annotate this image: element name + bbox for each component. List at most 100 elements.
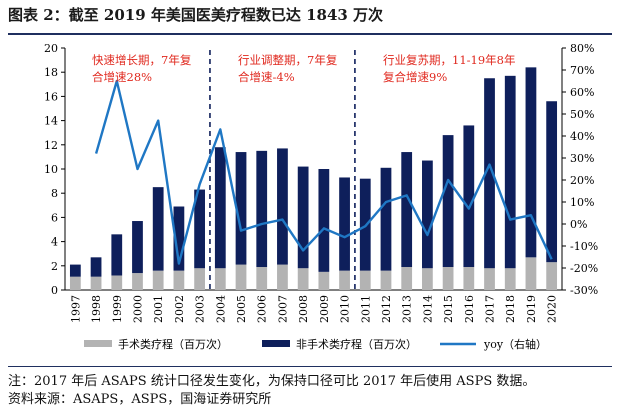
bar-surgical xyxy=(484,268,495,290)
bar-surgical xyxy=(194,268,205,290)
y-tick-label: 2 xyxy=(51,260,58,273)
bar-nonsurgical xyxy=(256,150,268,268)
bar-nonsurgical xyxy=(318,169,330,272)
x-tick-label: 2003 xyxy=(194,295,207,323)
bar-surgical xyxy=(297,268,309,290)
bar-nonsurgical xyxy=(442,135,454,268)
bar-surgical xyxy=(256,267,268,290)
x-tick-label: 2006 xyxy=(256,295,269,323)
bar-nonsurgical xyxy=(422,160,433,269)
bar-nonsurgical xyxy=(194,189,205,269)
bar-surgical xyxy=(504,268,516,290)
bar-nonsurgical xyxy=(380,167,392,271)
x-tick-label: 1998 xyxy=(90,295,103,323)
y2-tick-label: 40% xyxy=(570,130,594,143)
bar-nonsurgical xyxy=(173,206,185,271)
bar-surgical xyxy=(359,270,371,290)
chart-title: 图表 2：截至 2019 年美国医美疗程数已达 1843 万次 xyxy=(8,6,384,24)
legend-swatch xyxy=(84,340,112,347)
bar-surgical xyxy=(132,273,143,290)
x-tick-label: 2010 xyxy=(339,295,352,323)
footer-divider xyxy=(8,366,612,367)
x-tick-label: 2007 xyxy=(276,295,289,323)
x-tick-label: 2017 xyxy=(484,295,497,323)
bar-surgical xyxy=(214,268,226,290)
bar-surgical xyxy=(69,276,81,290)
bar-nonsurgical xyxy=(69,264,81,277)
y-tick-label: 0 xyxy=(51,284,58,297)
x-tick-label: 2005 xyxy=(235,295,248,323)
chart-axes: 0 2 4 6 8 10 12 14 16 18 20 -30% -20% -10% 0% 10% 20% 30%… xyxy=(44,42,598,323)
y-tick-label: 16 xyxy=(44,90,58,103)
y2-tick-label: 10% xyxy=(570,196,594,209)
bar-surgical xyxy=(525,257,537,290)
bar-nonsurgical xyxy=(401,152,413,268)
legend-label: yoy（右轴） xyxy=(483,337,547,351)
period-annotation: 合增速28% xyxy=(92,70,152,84)
x-tick-label: 2016 xyxy=(463,295,476,323)
x-tick-label: 2008 xyxy=(297,295,310,323)
bar-surgical xyxy=(339,270,350,290)
y-tick-label: 14 xyxy=(44,115,58,128)
chart-legend: 手术类疗程（百万次） 非手术类疗程（百万次） yoy（右轴） xyxy=(84,337,547,351)
y2-tick-label: 50% xyxy=(570,108,594,121)
y2-tick-label: -20% xyxy=(570,262,598,275)
period-annotation: 行业复苏期，11-19年8年 xyxy=(383,53,515,67)
x-tick-label: 1997 xyxy=(69,295,82,323)
x-tick-label: 2000 xyxy=(131,295,144,323)
bar-nonsurgical xyxy=(339,177,350,271)
x-tick-label: 2011 xyxy=(359,295,372,323)
bar-nonsurgical xyxy=(484,78,495,269)
x-tick-label: 2019 xyxy=(525,295,538,323)
y2-tick-label: 60% xyxy=(570,86,594,99)
y2-tick-label: 20% xyxy=(570,174,594,187)
bar-surgical xyxy=(401,267,413,290)
bar-surgical xyxy=(277,264,288,290)
bar-nonsurgical xyxy=(504,75,516,269)
x-tick-label: 2015 xyxy=(442,295,455,323)
y2-tick-label: -10% xyxy=(570,240,598,253)
bar-surgical xyxy=(463,267,475,290)
legend-label: 非手术类疗程（百万次） xyxy=(296,337,417,351)
bar-nonsurgical xyxy=(463,125,475,268)
y2-tick-label: 0% xyxy=(570,218,587,231)
chart-source: 资料来源：ASAPS，ASPS，国海证券研究所 xyxy=(8,392,272,407)
bar-nonsurgical xyxy=(297,166,309,269)
bar-surgical xyxy=(235,264,247,290)
x-tick-label: 2012 xyxy=(380,295,393,323)
bar-nonsurgical xyxy=(132,221,143,274)
bar-surgical xyxy=(111,275,123,290)
bar-surgical xyxy=(152,270,164,290)
period-annotation: 合增速-4% xyxy=(238,70,295,84)
x-tick-label: 2018 xyxy=(504,295,517,323)
y-tick-label: 6 xyxy=(51,211,58,224)
period-annotation: 快速增长期，7年复 xyxy=(92,53,192,67)
yoy-line xyxy=(94,79,553,265)
y-tick-label: 10 xyxy=(44,163,58,176)
title-divider xyxy=(8,33,612,35)
bar-nonsurgical xyxy=(111,234,123,276)
y2-tick-label: 80% xyxy=(570,42,594,55)
bar-nonsurgical xyxy=(214,147,226,269)
bar-nonsurgical xyxy=(546,101,558,263)
x-tick-label: 2014 xyxy=(421,295,434,323)
bar-surgical xyxy=(318,271,330,290)
x-tick-label: 2001 xyxy=(152,295,165,323)
y-tick-label: 8 xyxy=(51,187,58,200)
y-tick-label: 4 xyxy=(51,236,58,249)
bar-surgical xyxy=(90,276,102,290)
bar-surgical xyxy=(380,270,392,290)
yoy-series-line xyxy=(94,79,553,265)
bar-nonsurgical xyxy=(277,148,288,265)
bar-surgical xyxy=(442,267,454,290)
x-tick-label: 1999 xyxy=(111,295,124,323)
x-tick-label: 2002 xyxy=(173,295,186,323)
x-tick-label: 2013 xyxy=(401,295,414,323)
bar-surgical xyxy=(173,270,185,290)
chart-note: 注：2017 年后 ASAPS 统计口径发生变化，为保持口径可比 2017 年后… xyxy=(8,374,536,389)
bar-nonsurgical xyxy=(235,152,247,265)
y-tick-label: 20 xyxy=(44,42,58,55)
y2-tick-label: 70% xyxy=(570,64,594,77)
bar-surgical xyxy=(546,262,558,290)
